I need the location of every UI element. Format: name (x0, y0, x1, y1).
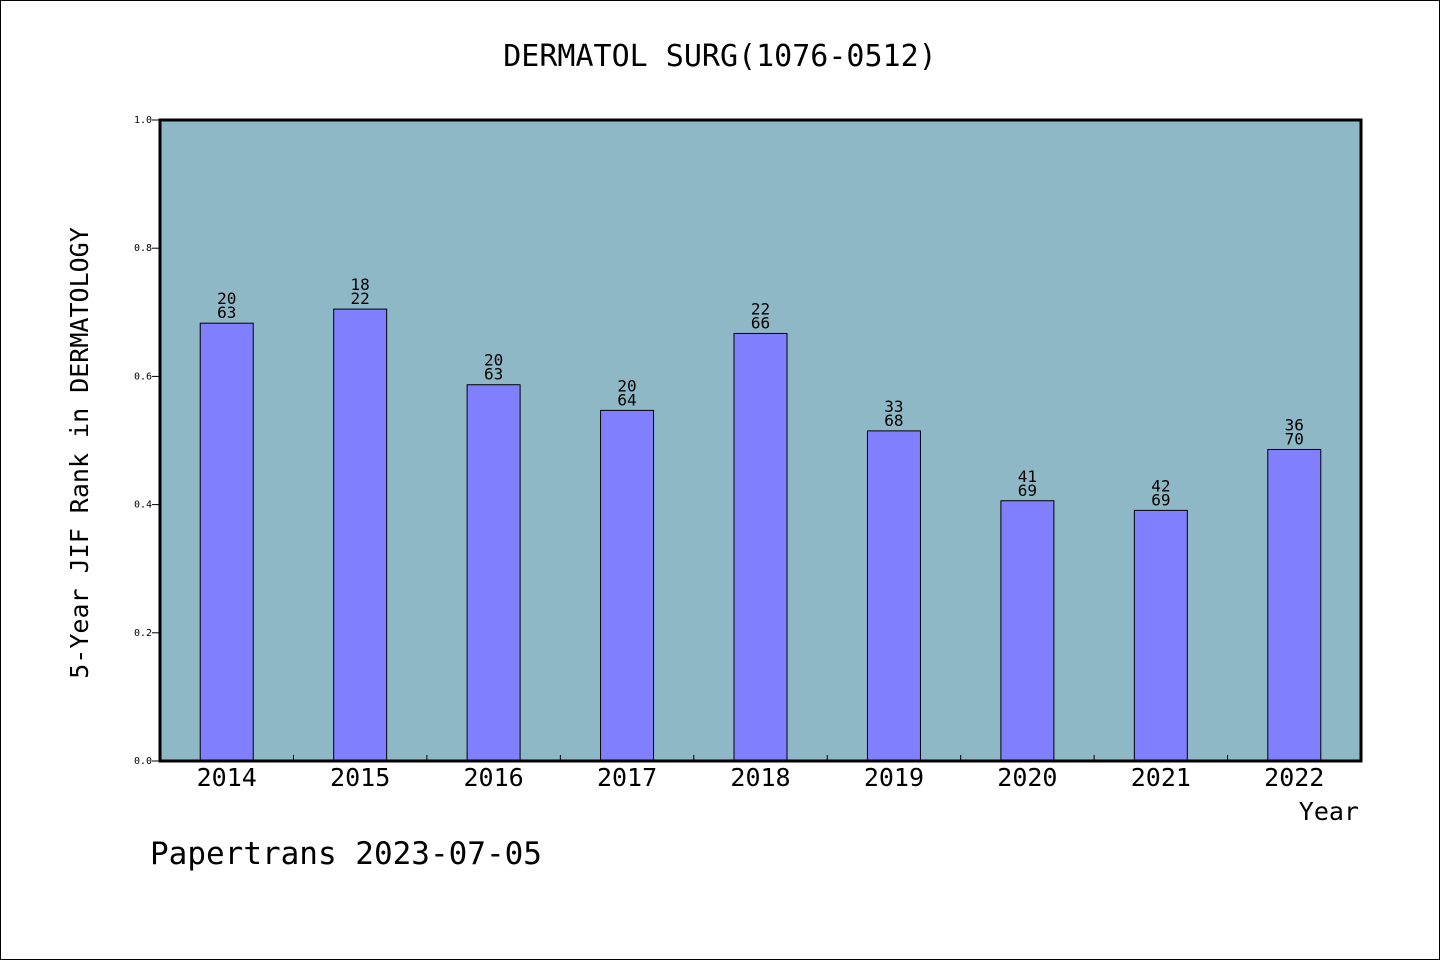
x-tick-label-2020: 2020 (997, 763, 1057, 792)
bar-2022 (1267, 448, 1322, 762)
bar-2019 (866, 430, 921, 762)
y-tick-label: 0.8 (134, 243, 152, 254)
bar-label-total-2018: 66 (751, 313, 770, 332)
y-tick-label: 0.6 (134, 371, 152, 382)
bar-label-total-2022: 70 (1285, 429, 1304, 448)
x-axis-ticks: 2014 2015 2016 2017 2018 2019 2020 2021 2022 (197, 755, 1324, 792)
x-tick-label-2018: 2018 (730, 763, 790, 792)
bar-2017 (600, 409, 655, 762)
bar-label-rank-2020: 41 (1018, 467, 1037, 486)
footer-text: Papertrans 2023-07-05 (150, 836, 542, 872)
bar-label-rank-2022: 36 (1285, 415, 1304, 434)
bar-label-rank-2018: 22 (751, 299, 770, 318)
x-tick-label-2021: 2021 (1131, 763, 1191, 792)
bar-label-total-2021: 69 (1151, 490, 1170, 509)
bar-label-rank-2014: 20 (217, 289, 236, 308)
y-axis-label: 5-Year JIF Rank in DERMATOLOGY (65, 227, 94, 679)
bar-2015 (333, 308, 388, 762)
bar-label-rank-2017: 20 (617, 376, 636, 395)
bars-group (199, 308, 1322, 762)
bar-label-total-2019: 68 (884, 411, 903, 430)
y-tick-label: 0.4 (134, 500, 152, 511)
bar-2021 (1133, 509, 1188, 762)
bar-2016 (466, 384, 521, 762)
y-tick-label: 0.0 (134, 756, 152, 767)
bar-label-total-2020: 69 (1018, 481, 1037, 500)
bar-label-total-2016: 63 (484, 365, 503, 384)
x-tick-label-2022: 2022 (1264, 763, 1324, 792)
bar-2018 (733, 332, 788, 762)
bar-label-rank-2019: 33 (884, 397, 903, 416)
y-axis-ticks: 0.0 0.2 0.4 0.6 0.8 1.0 (134, 115, 160, 767)
x-tick-label-2015: 2015 (330, 763, 390, 792)
bar-label-total-2015: 22 (351, 289, 370, 308)
plot-border (158, 118, 1363, 763)
y-tick-label: 0.2 (134, 628, 152, 639)
x-tick-label-2016: 2016 (464, 763, 524, 792)
bar-label-total-2017: 64 (617, 390, 636, 409)
x-tick-label-2014: 2014 (197, 763, 257, 792)
bar-label-total-2014: 63 (217, 303, 236, 322)
x-tick-label-2019: 2019 (864, 763, 924, 792)
y-tick-label: 1.0 (134, 115, 152, 126)
bar-2014 (199, 322, 254, 762)
x-axis-label: Year (1299, 797, 1359, 826)
chart-title: DERMATOL SURG(1076-0512) (503, 39, 936, 74)
x-tick-label-2017: 2017 (597, 763, 657, 792)
bar-label-rank-2021: 42 (1151, 476, 1170, 495)
bar-label-rank-2016: 20 (484, 351, 503, 370)
bar-2020 (1000, 500, 1055, 762)
bar-label-rank-2015: 18 (351, 275, 370, 294)
